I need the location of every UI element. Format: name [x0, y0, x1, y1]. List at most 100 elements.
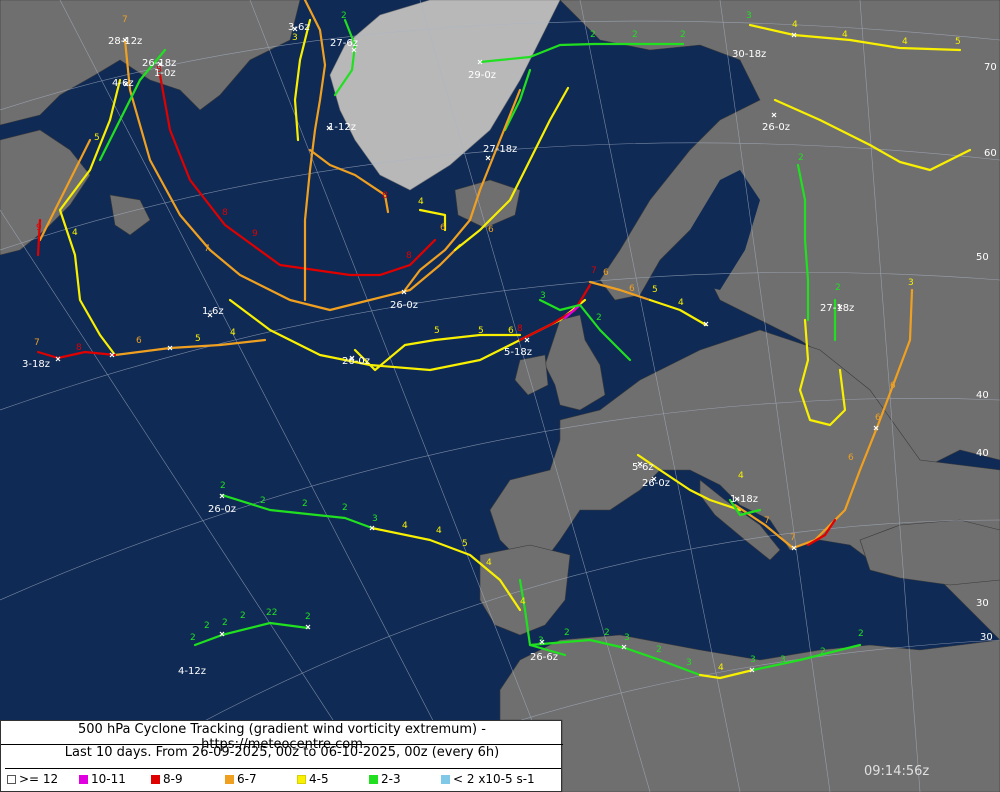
svg-text:6: 6 [890, 381, 896, 391]
lat-label-40b: 40 [976, 448, 989, 459]
svg-text:4: 4 [520, 597, 526, 607]
svg-text:2: 2 [680, 30, 686, 40]
track-label-26-0z-d: 26-0z [642, 478, 670, 489]
legend-swatch [297, 775, 306, 784]
svg-text:4: 4 [718, 663, 724, 673]
svg-text:2: 2 [341, 11, 347, 21]
svg-text:3: 3 [292, 33, 298, 43]
intensity-numbers: 7 8 8 9 7 5 4 9 7 8 6 5 4 3 2 8 8 6 4 6 … [34, 11, 961, 673]
legend-swatch [225, 775, 234, 784]
svg-text:4: 4 [418, 197, 424, 207]
track-label-26-0z-c: 26-0z [342, 356, 370, 367]
legend-label: >= 12 [19, 772, 59, 786]
svg-text:4: 4 [230, 328, 236, 338]
svg-text:2: 2 [342, 503, 348, 513]
svg-text:7: 7 [34, 338, 40, 348]
track-label-3-6z: 3-6z [288, 22, 310, 33]
legend-label: < 2 x10-5 s-1 [453, 772, 535, 786]
track-med-east-green [751, 643, 862, 672]
track-label-27-18z-b: 27-18z [820, 303, 854, 314]
track-label-3-18z: 3-18z [22, 359, 50, 370]
lat-label-70: 70 [984, 62, 997, 73]
lat-label-60: 60 [984, 148, 997, 159]
track-label-5-6z: 5-6z [632, 462, 654, 473]
svg-text:6: 6 [136, 336, 142, 346]
svg-text:2: 2 [190, 633, 196, 643]
legend-item-6-7: 6-7 [225, 772, 257, 786]
legend-row: >= 12 10-11 8-9 6-7 4-5 2-3 < 2 x10-5 s-… [5, 768, 561, 789]
track-greenland-se-green [503, 68, 532, 132]
legend-swatch [441, 775, 450, 784]
svg-text:8: 8 [222, 208, 228, 218]
svg-text:3: 3 [540, 291, 546, 301]
legend-label: 8-9 [163, 772, 183, 786]
svg-text:2: 2 [305, 612, 311, 622]
track-adriatic-green [728, 498, 762, 517]
svg-text:4: 4 [902, 37, 908, 47]
svg-text:6: 6 [875, 413, 881, 423]
track-barents-north-yellow [748, 23, 962, 52]
svg-text:2: 2 [260, 496, 266, 506]
legend-swatch [7, 775, 16, 784]
svg-text:3: 3 [624, 633, 630, 643]
track-azores-green [193, 621, 310, 647]
svg-text:3: 3 [908, 278, 914, 288]
track-labels: 28-12z 26-18z 1-0z 4-6z 3-6z 27-6z 1-12z… [22, 22, 854, 677]
svg-text:2: 2 [590, 30, 596, 40]
track-norway-yellow [648, 298, 708, 327]
track-norway-orange [588, 280, 652, 302]
legend-swatch [369, 775, 378, 784]
track-barents-yellow [773, 98, 972, 172]
track-baffin-yellow [58, 78, 122, 357]
track-baffin-green [98, 48, 167, 162]
svg-text:7: 7 [122, 15, 128, 25]
track-label-29-0z: 29-0z [468, 70, 496, 81]
track-north-sea-green [538, 298, 632, 362]
track-greenland-inner-orange [308, 148, 390, 214]
lat-label-30b: 30 [980, 632, 993, 643]
timestamp: 09:14:56z [864, 764, 930, 779]
track-atlantic-red [36, 350, 117, 360]
track-russia-green [796, 163, 810, 322]
svg-text:7: 7 [204, 244, 210, 254]
track-labrador-orange [38, 138, 92, 242]
track-gibraltar-green [518, 578, 567, 657]
svg-text:5: 5 [195, 334, 201, 344]
track-russia-orange [833, 288, 914, 522]
track-label-26-0z-a: 26-0z [762, 122, 790, 133]
lat-label-40a: 40 [976, 390, 989, 401]
svg-text:2: 2 [240, 611, 246, 621]
track-label-28-12z: 28-12z [108, 36, 142, 47]
svg-text:4: 4 [792, 20, 798, 30]
track-scotland-magenta [563, 303, 582, 320]
track-label-26-0z-e: 26-0z [208, 504, 236, 515]
legend-panel: 500 hPa Cyclone Tracking (gradient wind … [0, 720, 563, 792]
track-label-30-18z: 30-18z [732, 49, 766, 60]
track-atlantic-orange [113, 338, 267, 357]
svg-text:2: 2 [596, 313, 602, 323]
svg-text:5: 5 [955, 37, 961, 47]
legend-item-4-5: 4-5 [297, 772, 329, 786]
legend-item-8-9: 8-9 [151, 772, 183, 786]
legend-item-lt2: < 2 x10-5 s-1 [441, 772, 535, 786]
track-label-26-0z-b: 26-0z [390, 300, 418, 311]
track-iberia-yellow [370, 526, 522, 612]
track-iberia-green [220, 493, 374, 530]
legend-label: 4-5 [309, 772, 329, 786]
svg-text:4: 4 [436, 526, 442, 536]
svg-text:3: 3 [746, 11, 752, 21]
track-label-1-12z: 1-12z [328, 122, 356, 133]
svg-text:8: 8 [76, 343, 82, 353]
track-iceland-orange [403, 88, 522, 292]
svg-text:8: 8 [406, 251, 412, 261]
svg-text:9: 9 [252, 229, 258, 239]
svg-text:9: 9 [36, 223, 42, 233]
legend-item-2-3: 2-3 [369, 772, 401, 786]
track-label-1-18z: 1-18z [730, 494, 758, 505]
svg-text:2: 2 [604, 628, 610, 638]
track-label-26-6z: 26-6z [530, 652, 558, 663]
track-labrador-red [36, 218, 42, 257]
